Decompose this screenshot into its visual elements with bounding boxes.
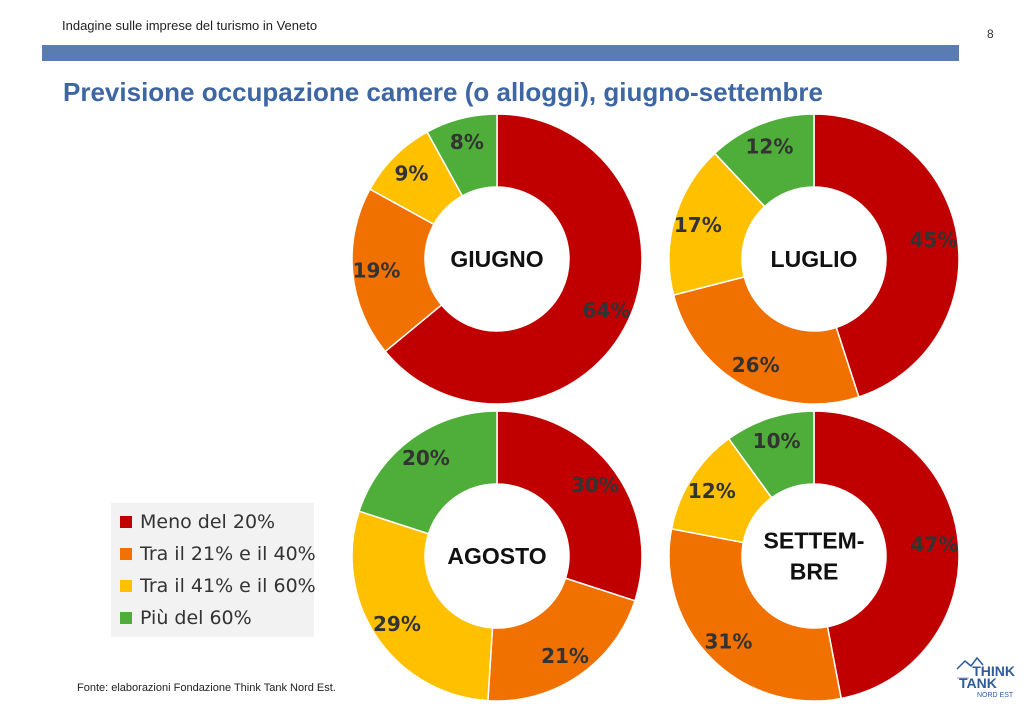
slice-data-label: 9%: [394, 161, 428, 185]
slice-data-label: 21%: [541, 644, 589, 668]
slice-data-label: 12%: [746, 134, 794, 158]
donut-slice: [351, 510, 494, 702]
legend-label: Meno del 20%: [140, 511, 276, 533]
donut-slice: [351, 188, 443, 353]
donut-slice: [487, 577, 636, 702]
slice-data-label: 29%: [373, 612, 421, 636]
donut-center-title: GIUGNO: [450, 246, 543, 272]
slice-data-label: 47%: [911, 533, 959, 557]
legend-item-tra-41-60: Tra il 41% e il 60%: [120, 575, 316, 597]
logo-line1: THINK: [972, 663, 1015, 679]
slice-data-label: 26%: [732, 353, 780, 377]
donut-slice: [358, 410, 498, 535]
slice-data-label: 10%: [753, 429, 801, 453]
donut-slice: [668, 527, 843, 702]
donut-slice: [713, 113, 815, 208]
header-bar: [42, 45, 959, 61]
logo-line3: NORD EST: [977, 692, 1014, 699]
slice-data-label: 30%: [571, 473, 619, 497]
slice-data-label: 64%: [583, 299, 631, 323]
legend-label: Tra il 41% e il 60%: [140, 575, 316, 597]
donut-slice: [727, 410, 815, 499]
header-subtitle: Indagine sulle imprese del turismo in Ve…: [62, 18, 318, 33]
legend-item-tra-21-40: Tra il 21% e il 40%: [120, 543, 316, 565]
page-title: Previsione occupazione camere (o alloggi…: [63, 77, 823, 107]
donut-slice: [384, 113, 643, 405]
legend-label: Tra il 21% e il 40%: [140, 543, 316, 565]
think-tank-logo: THINK TANK NORD EST: [956, 656, 1015, 699]
donut-slice: [813, 113, 960, 398]
legend-swatch: [120, 548, 132, 560]
legend-item-meno-20: Meno del 20%: [120, 511, 275, 533]
legend-swatch: [120, 580, 132, 592]
logo-line2: TANK: [959, 675, 997, 691]
donut-center-title: AGOSTO: [447, 543, 546, 569]
legend-swatch: [120, 516, 132, 528]
slice-data-label: 20%: [402, 446, 450, 470]
donut-slice: [668, 152, 766, 296]
legend-swatch: [120, 612, 132, 624]
donut-slice: [426, 113, 498, 197]
slice-data-label: 19%: [353, 258, 401, 282]
donut-slice: [496, 410, 643, 602]
slice-data-label: 12%: [688, 479, 736, 503]
slice-data-label: 8%: [450, 130, 484, 154]
donut-slice: [672, 275, 860, 405]
source-note: Fonte: elaborazioni Fondazione Think Tan…: [77, 682, 336, 694]
chart-legend: Meno del 20% Tra il 21% e il 40% Tra il …: [111, 503, 316, 637]
slice-data-label: 45%: [910, 228, 958, 252]
legend-item-piu-60: Più del 60%: [120, 607, 252, 629]
legend-label: Più del 60%: [140, 607, 252, 629]
donut-slice: [813, 410, 960, 700]
donut-center-title: LUGLIO: [771, 246, 858, 272]
donut-center-title: SETTEM-BRE: [764, 528, 865, 585]
page-number: 8: [987, 27, 994, 41]
slice-data-label: 17%: [674, 213, 722, 237]
slice-data-label: 31%: [705, 630, 753, 654]
